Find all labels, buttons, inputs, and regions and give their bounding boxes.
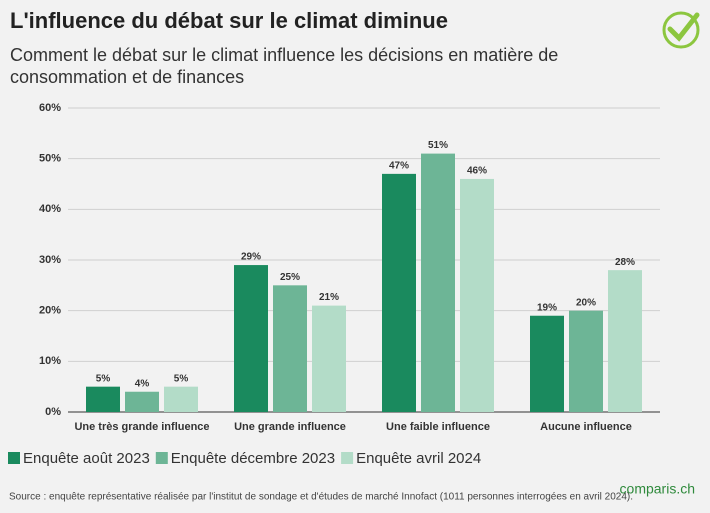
bar	[125, 391, 159, 412]
bar	[530, 315, 564, 412]
y-tick-label: 0%	[45, 406, 61, 418]
value-label: 47%	[389, 161, 409, 172]
y-tick-label: 50%	[39, 153, 61, 165]
x-tick-label: Aucune influence	[540, 421, 632, 433]
legend-swatch	[155, 452, 168, 464]
chart-subtitle: Comment le débat sur le climat influence…	[10, 45, 558, 65]
value-label: 5%	[96, 373, 111, 384]
bar	[273, 285, 307, 412]
x-tick-label: Une grande influence	[234, 421, 346, 433]
bar	[86, 386, 120, 412]
brand: comparis.ch	[620, 481, 695, 497]
legend-swatch	[8, 452, 20, 464]
value-label: 46%	[467, 166, 487, 177]
source-note: Source : enquête représentative réalisée…	[9, 492, 633, 503]
bar	[569, 310, 603, 412]
y-tick-label: 20%	[39, 305, 61, 317]
bar	[460, 178, 494, 412]
legend-swatch	[341, 452, 354, 464]
chart-title: L'influence du débat sur le climat dimin…	[10, 8, 448, 33]
value-label: 21%	[319, 292, 339, 303]
value-label: 51%	[428, 140, 448, 151]
bar	[234, 265, 268, 412]
legend-label: Enquête décembre 2023	[171, 450, 335, 467]
y-tick-label: 60%	[39, 102, 61, 114]
legend-label: Enquête avril 2024	[356, 450, 481, 467]
bar	[164, 386, 198, 412]
value-label: 5%	[174, 373, 189, 384]
x-tick-label: Une faible influence	[386, 421, 490, 433]
logo-icon	[662, 11, 700, 49]
bar	[421, 153, 455, 412]
value-label: 19%	[537, 302, 557, 313]
y-tick-label: 30%	[39, 254, 61, 266]
value-label: 25%	[280, 272, 300, 283]
bar	[312, 305, 346, 412]
value-label: 28%	[615, 257, 635, 268]
legend-label: Enquête août 2023	[23, 450, 150, 467]
y-tick-label: 10%	[39, 355, 61, 367]
bar	[382, 173, 416, 412]
value-label: 4%	[135, 378, 150, 389]
value-label: 29%	[241, 252, 261, 263]
y-tick-label: 40%	[39, 203, 61, 215]
chart-subtitle: consommation et de finances	[10, 67, 244, 87]
x-tick-label: Une très grande influence	[74, 421, 209, 433]
bar	[608, 270, 642, 412]
value-label: 20%	[576, 297, 596, 308]
